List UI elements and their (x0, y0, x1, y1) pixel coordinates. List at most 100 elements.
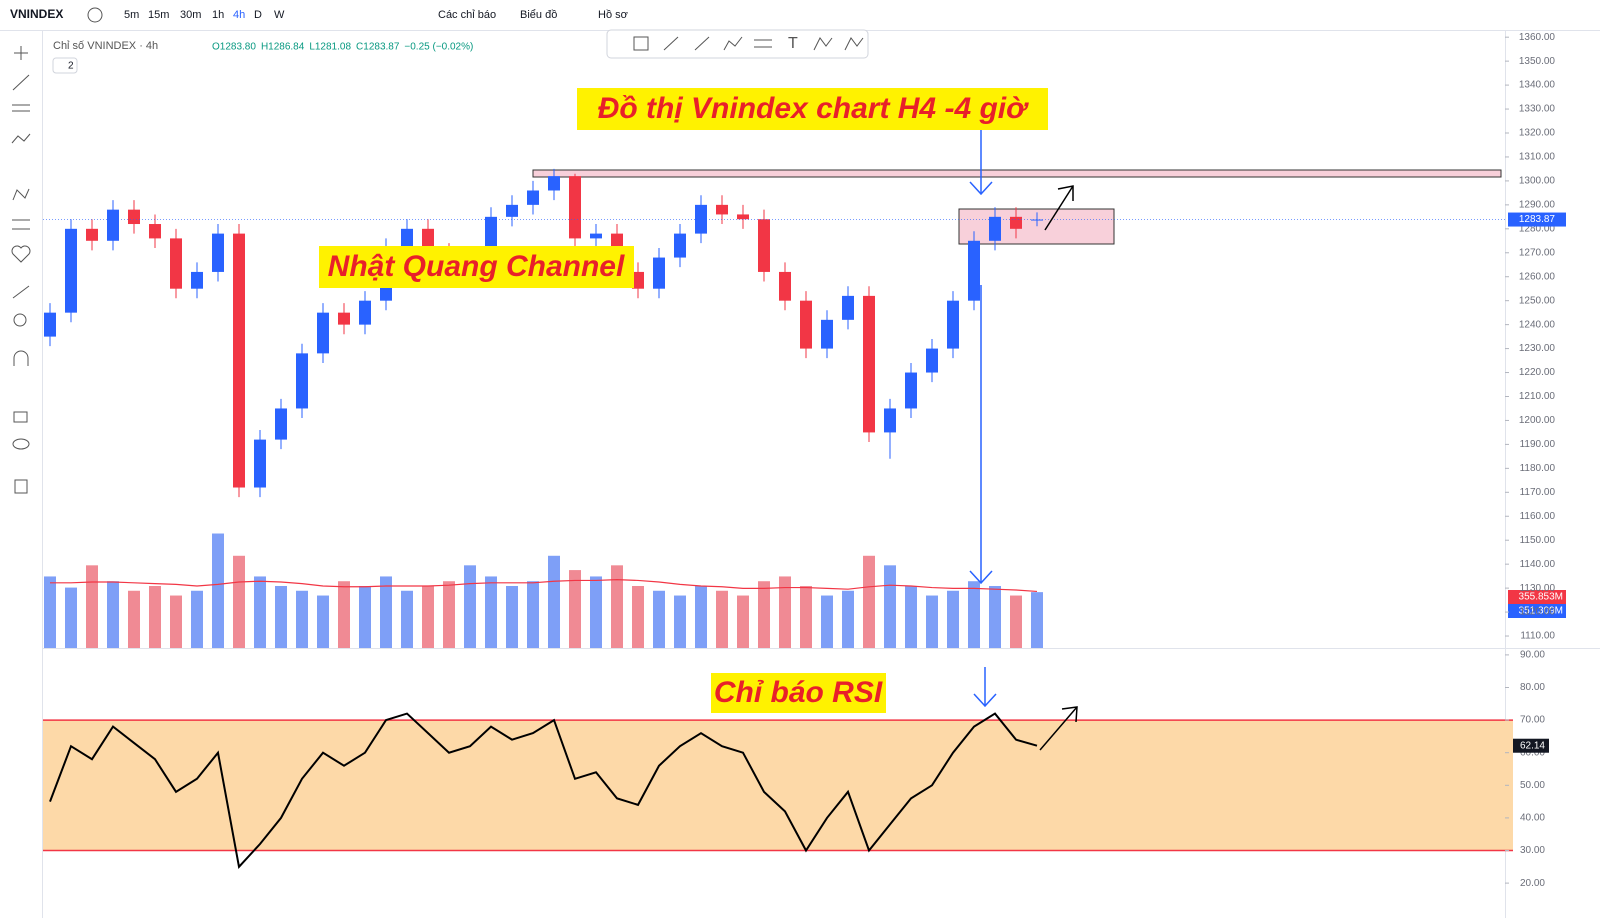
annotation-channel: Nhật Quang Channel (328, 250, 625, 283)
candle-body (317, 312, 329, 354)
y-tick-label: 1330.00 (1519, 104, 1556, 115)
volume-ma-label: 355.853M (1519, 592, 1563, 603)
y-tick-label: 1240.00 (1519, 319, 1556, 330)
tool-icon[interactable] (12, 74, 30, 91)
y-tick-label: 50.00 (1520, 780, 1545, 791)
arrow-head (969, 181, 993, 196)
y-tick-label: 1310.00 (1519, 152, 1556, 163)
interval-button[interactable]: 15m (148, 9, 169, 21)
candle-body (1010, 216, 1022, 229)
y-tick-label: 30.00 (1520, 845, 1545, 856)
y-tick-label: 1180.00 (1520, 463, 1556, 474)
y-tick-label: 1280.00 (1519, 223, 1556, 234)
tool-icon[interactable] (11, 245, 31, 263)
chart-button[interactable]: Biểu đồ (520, 9, 557, 21)
volume-bar (380, 576, 392, 648)
ohlc-value: L1281.08 (309, 42, 351, 53)
volume-bar (485, 576, 497, 648)
y-tick-label: 1170.00 (1520, 487, 1556, 498)
axis: 20.00 30.00 40.00 50.00 60.00 70.00 80.00 90.00… (1505, 32, 1566, 889)
symbol[interactable]: VNINDEX (10, 7, 63, 21)
y-tick-label: 1290.00 (1519, 200, 1556, 211)
last-price-bg (1508, 212, 1566, 227)
tool-icon[interactable] (663, 36, 679, 51)
badge-count: 2 (68, 61, 74, 72)
candle-body (191, 271, 203, 289)
candle-body (548, 176, 560, 191)
top-toolbar (0, 0, 1600, 30)
candle-body (296, 353, 308, 409)
volume-bar (443, 581, 455, 648)
y-tick-label: 1340.00 (1519, 80, 1556, 91)
volume-bar (653, 590, 665, 648)
annotation-title: Đồ thị Vnindex chart H4 -4 giờ (598, 92, 1029, 125)
arrow-head (1061, 706, 1078, 723)
tool-icon[interactable] (11, 133, 31, 144)
y-tick-label: 1190.00 (1520, 439, 1556, 450)
volume-bar (758, 581, 770, 648)
rsi-tag (1513, 738, 1549, 753)
tool-icon[interactable] (13, 313, 27, 327)
interval-button[interactable]: 5m (124, 9, 139, 21)
candle-body (254, 439, 266, 488)
interval-button[interactable]: 1h (212, 9, 224, 21)
arrow-head (969, 570, 993, 585)
indicators-button[interactable]: Các chỉ báo (438, 9, 496, 21)
volume-bar (569, 570, 581, 648)
volume-bar (611, 565, 623, 648)
tool-icon[interactable] (13, 411, 28, 423)
interval-button[interactable]: 4h (233, 9, 245, 21)
tool-icon[interactable] (12, 438, 30, 450)
profile-button[interactable]: Hồ sơ (598, 9, 628, 21)
y-tick-label: 1210.00 (1519, 391, 1556, 402)
volume-bar (338, 581, 350, 648)
tool-icon[interactable] (12, 285, 30, 299)
volume-bar (296, 590, 308, 648)
badge[interactable] (52, 57, 78, 74)
candle-body (716, 204, 728, 215)
interval-button[interactable]: W (274, 9, 285, 21)
tool-icon[interactable] (813, 37, 833, 51)
tool-icon[interactable] (14, 479, 28, 494)
text-tool[interactable]: T (788, 35, 798, 52)
interval-button[interactable]: 30m (180, 9, 201, 21)
add-symbol[interactable] (87, 7, 103, 23)
volume-bar (968, 581, 980, 648)
volume-bar (1010, 595, 1022, 648)
tool-icon[interactable] (723, 36, 743, 51)
candle-body (569, 176, 581, 239)
tool-icon[interactable] (633, 36, 649, 51)
candle-body (842, 295, 854, 320)
tool-icon[interactable] (844, 37, 864, 51)
volume-bar (821, 595, 833, 648)
ohlc-value: O1283.80 (212, 42, 256, 53)
candle-body (401, 228, 413, 248)
black-arrows (1039, 185, 1078, 751)
candle-body (632, 271, 644, 289)
volume-bar (65, 587, 77, 648)
interval-button[interactable]: D (254, 9, 262, 21)
tool-icon[interactable] (13, 350, 29, 366)
candle-body (359, 300, 371, 325)
rsi-last-label: 62.14 (1520, 740, 1545, 751)
candle-body (590, 233, 602, 239)
volume-bar (905, 585, 917, 648)
candle-body (44, 312, 56, 337)
plot (43, 168, 1513, 869)
tool-icon[interactable] (12, 188, 30, 201)
volume-bar (1031, 592, 1043, 648)
candle-body (905, 372, 917, 409)
y-tick-label: 1200.00 (1519, 415, 1556, 426)
y-tick-label: 20.00 (1520, 878, 1545, 889)
candle-body (737, 214, 749, 220)
y-tick-label: 1250.00 (1519, 295, 1556, 306)
ohlc-legend: O1283.80 H1286.84 L1281.08 C1283.87 −0.25 (−… (212, 42, 473, 53)
y-tick-label: 1320.00 (1519, 128, 1556, 139)
tool-icon[interactable] (694, 36, 710, 51)
candle-body (653, 257, 665, 289)
volume-bar (947, 590, 959, 648)
y-tick-label: 40.00 (1520, 813, 1545, 824)
consolidation-box (958, 208, 1115, 245)
volume-bar (464, 565, 476, 648)
volume-ma-tag-bg (1508, 590, 1566, 604)
